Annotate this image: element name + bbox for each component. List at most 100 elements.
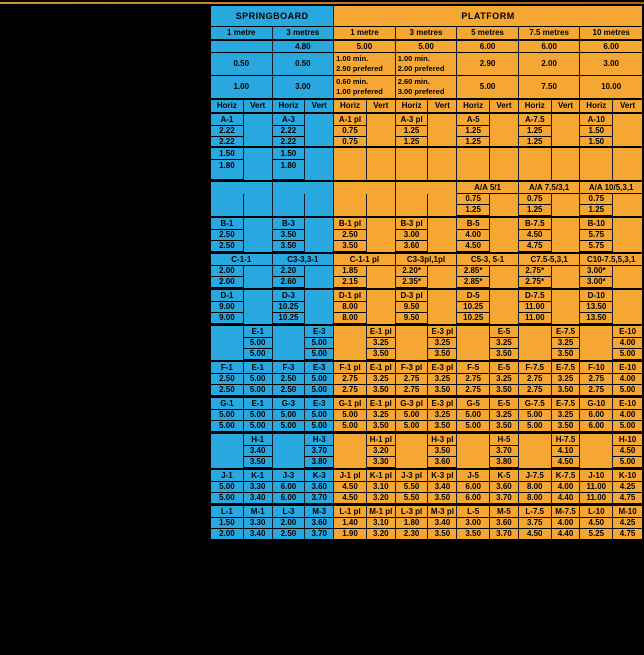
value-cell: 5.00: [272, 410, 306, 421]
row-label-cell: B-3 pl: [395, 218, 429, 230]
row-label-cell: H-10: [613, 434, 642, 446]
empty-cell: [243, 241, 273, 252]
value-cell: 13.50: [580, 302, 614, 313]
value-cell: 4.50: [551, 457, 581, 468]
empty-cell: [334, 148, 367, 160]
empty-cell: [395, 338, 429, 349]
value-cell: 3.60: [395, 241, 429, 252]
row-label-cell: L-3 pl: [395, 506, 429, 518]
empty-cell: [395, 326, 429, 338]
table-rule: [211, 112, 642, 114]
empty-cell: [428, 114, 458, 126]
axis-header-cell: Vert: [490, 100, 519, 112]
table-rule: [211, 504, 642, 506]
value-cell: 5.00: [305, 374, 335, 385]
row-label-cell: E-3: [305, 326, 335, 338]
empty-cell: [518, 326, 552, 338]
value-cell: 3.20: [366, 446, 396, 457]
empty-cell: [243, 277, 273, 288]
value-cell: 3.30: [366, 457, 396, 468]
column-header-cell: 1 metre: [211, 27, 273, 39]
header-value-cell: 5.00: [457, 76, 519, 98]
empty-cell: [211, 434, 244, 446]
empty-cell: [243, 137, 273, 146]
header-value-cell: 3.00: [272, 76, 335, 98]
row-label-cell: E-10: [613, 326, 642, 338]
row-label-cell: E-3: [305, 362, 335, 374]
value-cell: [395, 205, 429, 216]
empty-cell: [428, 241, 458, 252]
row-label-cell: [211, 182, 273, 194]
empty-cell: [613, 230, 642, 241]
header-value-cell: 5.00: [334, 41, 396, 52]
empty-cell: [366, 277, 396, 288]
table-rule: [211, 432, 642, 434]
value-cell: 4.75: [613, 493, 642, 504]
empty-cell: [305, 126, 335, 137]
row-label-cell: [334, 182, 396, 194]
row-label-cell: L-10: [580, 506, 614, 518]
row-label-cell: J-10: [580, 470, 614, 482]
empty-cell: [211, 457, 244, 468]
empty-cell: [613, 205, 642, 216]
empty-cell: [613, 266, 642, 277]
row-label-cell: J-1 pl: [334, 470, 367, 482]
empty-cell: [428, 313, 458, 324]
value-cell: 4.40: [551, 493, 581, 504]
header-value-cell: 1.00: [211, 76, 273, 98]
empty-cell: [551, 290, 581, 302]
empty-cell: [395, 434, 429, 446]
header-value-cell: 6.00: [457, 41, 519, 52]
row-label-cell: F-7.5: [518, 362, 552, 374]
value-cell: 1.40: [334, 518, 367, 529]
value-cell: 4.50: [457, 241, 491, 252]
row-label-cell: E-1: [243, 362, 273, 374]
empty-cell: [305, 218, 335, 230]
value-cell: 3.50: [428, 529, 458, 540]
value-cell: 3.60: [305, 518, 335, 529]
value-cell: 3.60: [428, 457, 458, 468]
header-value-cell: 3.00: [580, 53, 642, 75]
value-cell: 5.00: [272, 421, 306, 432]
value-cell: 2.35*: [395, 277, 429, 288]
empty-cell: [334, 457, 367, 468]
column-header-cell: 5 metres: [457, 27, 519, 39]
value-cell: 4.50: [518, 529, 552, 540]
value-cell: 2.22: [272, 137, 306, 146]
row-label-cell: K-3 pl: [428, 470, 458, 482]
empty-cell: [428, 266, 458, 277]
value-cell: 3.70: [305, 493, 335, 504]
value-cell: 5.00: [305, 410, 335, 421]
row-label-cell: F-10: [580, 362, 614, 374]
value-cell: 10.25: [272, 302, 306, 313]
empty-cell: [490, 277, 519, 288]
value-cell: 3.25: [551, 338, 581, 349]
empty-cell: [457, 446, 491, 457]
value-cell: [211, 205, 244, 216]
empty-cell: [272, 326, 306, 338]
empty-cell: [305, 205, 335, 216]
row-label-cell: J-3: [272, 470, 306, 482]
empty-cell: [272, 349, 306, 360]
empty-cell: [613, 290, 642, 302]
value-cell: 2.75: [395, 385, 429, 396]
value-cell: 1.90: [334, 529, 367, 540]
row-label-cell: M-3 pl: [428, 506, 458, 518]
header-value-cell: 6.00: [580, 41, 642, 52]
empty-cell: [243, 230, 273, 241]
value-cell: 6.00: [272, 482, 306, 493]
table-rule: [211, 468, 642, 470]
value-cell: 0.75: [580, 194, 614, 205]
empty-cell: [551, 126, 581, 137]
value-cell: 4.25: [613, 518, 642, 529]
empty-cell: [551, 266, 581, 277]
value-cell: 3.50: [366, 385, 396, 396]
value-cell: 1.50: [580, 126, 614, 137]
value-cell: [334, 205, 367, 216]
value-cell: 1.80: [211, 160, 244, 180]
empty-cell: [334, 326, 367, 338]
value-cell: 2.75: [518, 385, 552, 396]
empty-cell: [551, 148, 581, 160]
value-cell: 10.25: [457, 302, 491, 313]
empty-cell: [305, 148, 335, 160]
